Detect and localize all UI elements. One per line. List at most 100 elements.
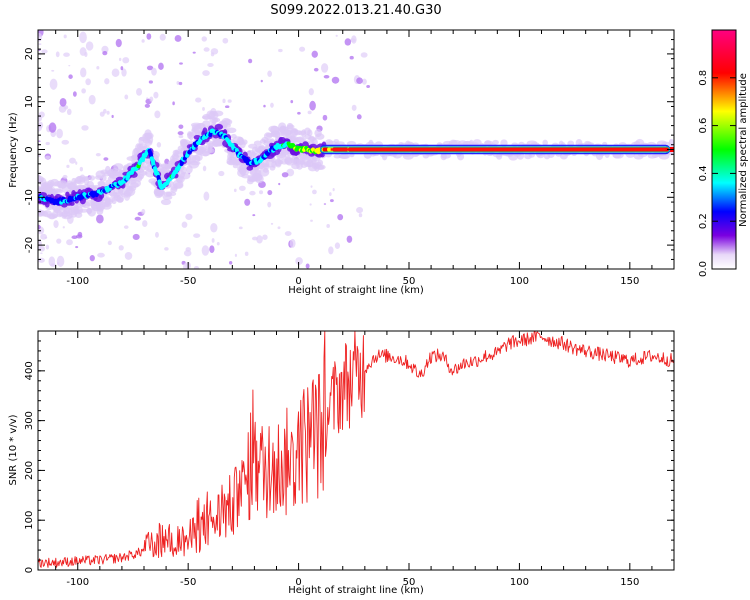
- snr-x-label: Height of straight line (km): [288, 585, 424, 596]
- colorbar-gradient: [711, 29, 737, 270]
- spectrogram-noise-blob: [185, 213, 193, 220]
- spectrogram-noise-blob: [77, 231, 83, 237]
- spectrogram-noise-blob: [51, 69, 55, 72]
- spectrogram-noise-blob: [59, 98, 67, 107]
- spectrogram-noise-blob: [79, 166, 84, 172]
- spectrogram-noise-blob: [66, 164, 70, 168]
- spectrogram-noise-blob: [356, 77, 363, 84]
- spectrogram-noise-blob: [183, 249, 192, 257]
- spectrogram-halo-blob: [269, 165, 276, 171]
- spectrogram-y-tick-label: 20: [24, 48, 35, 61]
- spectrogram-noise-blob: [40, 252, 43, 255]
- spectrogram-noise-blob: [124, 252, 133, 260]
- spectrogram-noise-blob: [252, 214, 256, 217]
- spectrogram-noise-blob: [164, 247, 169, 251]
- spectrogram-noise-blob: [56, 238, 62, 244]
- spectrogram-noise-blob: [311, 50, 318, 58]
- spectrogram-halo-blob: [113, 163, 124, 171]
- spectrogram-halo-blob: [54, 189, 64, 194]
- spectrogram-noise-blob: [309, 100, 316, 111]
- spectrogram-noise-blob: [62, 226, 65, 229]
- spectrogram-noise-blob: [305, 263, 310, 269]
- spectrogram-noise-blob: [207, 62, 214, 67]
- spectrogram-noise-blob: [115, 38, 122, 48]
- spectrogram-halo-blob: [253, 140, 262, 146]
- spectrogram-noise-blob: [96, 214, 104, 224]
- spectrogram-x-tick-label: 150: [620, 276, 639, 287]
- spectrogram-noise-blob: [144, 103, 150, 108]
- snr-y-label: SNR (10 * v/v): [8, 414, 19, 485]
- spectrogram-noise-blob: [39, 245, 45, 252]
- spectrogram-noise-blob: [56, 255, 65, 267]
- spectrogram-noise-blob: [49, 78, 58, 90]
- spectrogram-noise-blob: [38, 32, 43, 42]
- spectrogram-halo-blob: [104, 198, 114, 205]
- spectrogram-noise-blob: [81, 88, 86, 94]
- spectrogram-noise-blob: [89, 255, 95, 262]
- spectrogram-noise-blob: [278, 48, 283, 53]
- spectrogram-noise-blob: [38, 140, 41, 143]
- spectrogram-noise-blob: [181, 221, 188, 228]
- spectrogram-noise-blob: [79, 31, 87, 44]
- spectrogram-noise-blob: [299, 46, 306, 52]
- spectrogram-noise-blob: [249, 190, 256, 196]
- spectrogram-noise-blob: [156, 142, 162, 148]
- spectrogram-noise-blob: [81, 125, 89, 131]
- spectrogram-noise-blob: [203, 47, 210, 52]
- spectrogram-noise-blob: [202, 165, 207, 172]
- spectrogram-noise-blob: [192, 51, 196, 54]
- spectrogram-noise-blob: [349, 55, 354, 60]
- spectrogram-noise-blob: [141, 39, 145, 43]
- spectrogram-halo-blob: [212, 110, 224, 117]
- spectrogram-halo-blob: [88, 175, 96, 181]
- spectrogram-noise-blob: [289, 238, 296, 248]
- spectrogram-noise-blob: [120, 66, 124, 71]
- spectrogram-noise-blob: [80, 67, 87, 78]
- spectrogram-halo-blob: [457, 152, 465, 161]
- spectrogram-noise-blob: [172, 101, 175, 106]
- spectrogram-ridge-blob: [69, 201, 75, 206]
- spectrogram-halo-blob: [542, 139, 548, 147]
- spectrogram-noise-blob: [124, 94, 129, 100]
- spectrogram-noise-blob: [244, 198, 251, 206]
- spectrogram-noise-blob: [88, 94, 96, 105]
- spectrogram-noise-blob: [309, 203, 312, 206]
- spectrogram-noise-blob: [96, 65, 100, 70]
- spectrogram-noise-blob: [284, 231, 292, 236]
- spectrogram-noise-blob: [69, 157, 76, 164]
- spectrogram-noise-blob: [267, 70, 273, 77]
- spectrogram-halo-blob: [286, 124, 295, 130]
- spectrogram-noise-blob: [218, 170, 225, 177]
- spectrogram-noise-blob: [329, 192, 332, 196]
- spectrogram-halo-blob: [402, 152, 414, 160]
- spectrogram-y-tick-label: 0: [24, 146, 35, 152]
- spectrogram-noise-blob: [118, 57, 122, 62]
- spectrogram-noise-blob: [107, 240, 112, 246]
- spectrogram-noise-blob: [154, 110, 161, 119]
- spectrogram-noise-blob: [146, 65, 154, 71]
- spectrogram-noise-blob: [228, 260, 233, 265]
- spectrogram-noise-blob: [349, 38, 356, 43]
- spectrogram-halo-blob: [317, 159, 324, 167]
- spectrogram-noise-blob: [320, 63, 329, 73]
- spectrogram-noise-blob: [278, 182, 281, 186]
- snr-panel: -100 -50 0 50 100 150 0 100 200 300 400 Height of…: [8, 330, 675, 596]
- spectrogram-noise-blob: [118, 245, 124, 251]
- spectrogram-noise-blob: [210, 52, 215, 57]
- colorbar-tick-label: 0.0: [698, 261, 709, 277]
- spectrogram-halo-blob: [160, 199, 172, 206]
- spectrogram-noise-blob: [227, 99, 232, 103]
- spectrogram-halo-blob: [116, 196, 124, 203]
- spectrogram-x-tick-label: 0: [295, 276, 301, 287]
- spectrogram-noise-blob: [48, 256, 56, 267]
- snr-y-ticks: 0 100 200 300 400: [24, 330, 674, 573]
- spectrogram-noise-blob: [251, 236, 258, 241]
- spectrogram-noise-blob: [334, 242, 341, 249]
- spectrogram-noise-blob: [61, 139, 70, 145]
- spectrogram-noise-blob: [153, 91, 159, 99]
- spectrogram-noise-blob: [134, 216, 142, 221]
- spectrogram-noise-blob: [183, 262, 189, 269]
- spectrogram-halo-blob: [226, 127, 237, 134]
- spectrogram-noise-blob: [45, 155, 51, 160]
- spectrogram-noise-blob: [178, 124, 184, 129]
